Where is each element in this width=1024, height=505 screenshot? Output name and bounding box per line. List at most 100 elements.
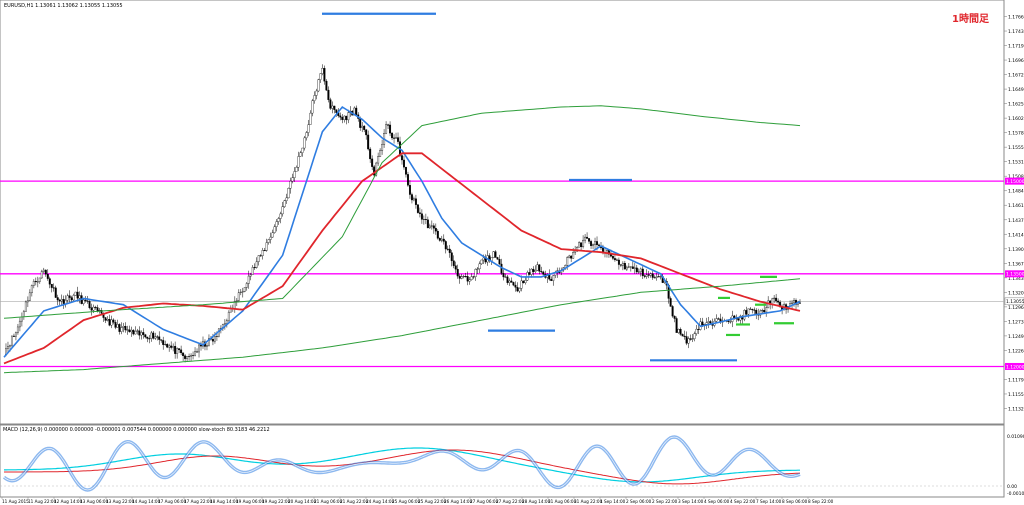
candle-body xyxy=(542,271,545,275)
candle-body xyxy=(60,299,63,302)
candle-body xyxy=(281,206,284,215)
candle-body xyxy=(194,351,197,356)
candle-body xyxy=(633,267,636,269)
candle-body xyxy=(432,225,435,229)
candle-body xyxy=(753,309,756,311)
candle-body xyxy=(619,264,622,266)
candle-body xyxy=(26,300,29,303)
candle-body xyxy=(211,339,214,342)
candle-body xyxy=(190,355,193,357)
candle-body xyxy=(745,310,748,315)
candle-body xyxy=(472,276,475,278)
candle-body xyxy=(468,279,471,282)
candle-body xyxy=(355,107,358,116)
candle-body xyxy=(777,300,780,303)
candle-body xyxy=(448,248,451,253)
candle-body xyxy=(335,109,338,113)
candle-body xyxy=(420,213,423,220)
candle-body xyxy=(389,124,392,134)
level-tag xyxy=(1005,270,1024,278)
candle-body xyxy=(450,252,453,261)
candle-body xyxy=(327,89,330,100)
candle-body xyxy=(428,225,431,229)
candle-body xyxy=(112,319,115,323)
price-tick-label: 1.11555 xyxy=(1008,392,1024,398)
candle-body xyxy=(347,112,350,121)
candle-body xyxy=(590,241,593,246)
candle-body xyxy=(524,280,527,284)
candle-body xyxy=(393,137,396,139)
candle-body xyxy=(213,336,216,342)
candle-body xyxy=(321,68,324,74)
candle-body xyxy=(522,280,525,284)
candle-body xyxy=(687,338,690,344)
candle-body xyxy=(188,356,191,357)
macd-tick-label: 0.00 xyxy=(1007,484,1017,490)
main-panel-frame xyxy=(0,0,1005,425)
candle-body xyxy=(116,324,119,328)
candle-body xyxy=(534,270,537,272)
time-tick-label: 13 Aug 22:00 xyxy=(106,499,135,504)
price-tick-label: 1.14845 xyxy=(1008,189,1024,195)
price-tick-label: 1.12495 xyxy=(1008,334,1024,340)
candle-body xyxy=(494,251,497,258)
candle-body xyxy=(7,346,9,349)
candle-body xyxy=(329,99,332,109)
candle-body xyxy=(90,307,93,311)
candle-body xyxy=(275,221,278,227)
moving-average-slow xyxy=(3,105,801,319)
candle-body xyxy=(629,266,632,268)
candle-body xyxy=(361,125,364,128)
candle-body xyxy=(538,264,541,272)
time-tick-label: 12 Aug 14:00 xyxy=(54,499,83,504)
price-tick-label: 1.13200 xyxy=(1008,290,1024,296)
candle-body xyxy=(247,275,250,284)
candle-body xyxy=(649,273,652,276)
candle-body xyxy=(261,250,264,256)
time-tick-label: 28 Aug 14:00 xyxy=(522,499,551,504)
time-tick-label: 11 Aug 22:00 xyxy=(28,499,57,504)
candle-body xyxy=(643,275,646,277)
candle-body xyxy=(426,219,429,229)
candle-body xyxy=(311,100,314,114)
candle-body xyxy=(92,306,95,311)
candle-body xyxy=(679,329,682,335)
candle-body xyxy=(138,330,141,336)
level-tag-label: 1.12000 xyxy=(1006,364,1024,370)
price-tick-label: 1.16490 xyxy=(1008,87,1024,93)
price-tick-label: 1.16255 xyxy=(1008,102,1024,108)
candle-body xyxy=(333,105,336,110)
candle-body xyxy=(391,132,394,139)
candle-body xyxy=(536,264,539,271)
candle-body xyxy=(387,124,390,126)
candle-body xyxy=(128,329,131,333)
candle-body xyxy=(78,295,81,299)
candle-body xyxy=(408,185,411,195)
candle-body xyxy=(176,348,179,354)
level-tag xyxy=(1005,362,1024,370)
candle-body xyxy=(528,272,531,275)
candle-body xyxy=(506,276,509,283)
candle-body xyxy=(717,318,720,320)
time-tick-label: 4 Sep 22:00 xyxy=(730,499,756,504)
candle-body xyxy=(693,333,696,339)
candle-body xyxy=(470,276,473,280)
candle-body xyxy=(200,344,202,347)
candle-body xyxy=(166,344,169,348)
candle-body xyxy=(168,345,171,348)
time-tick-label: 27 Aug 22:00 xyxy=(496,499,525,504)
candle-body xyxy=(765,307,768,313)
main-plot xyxy=(0,12,1004,374)
candle-body xyxy=(84,299,87,302)
candle-body xyxy=(502,273,505,278)
candle-body xyxy=(381,144,384,151)
candle-body xyxy=(456,268,459,277)
time-tick-label: 19 Aug 06:00 xyxy=(236,499,265,504)
candle-body xyxy=(482,257,485,261)
candle-body xyxy=(371,158,374,167)
candle-body xyxy=(162,340,165,345)
candle-body xyxy=(18,320,21,328)
moving-average-mid xyxy=(3,152,801,365)
time-tick-label: 19 Aug 22:00 xyxy=(262,499,291,504)
